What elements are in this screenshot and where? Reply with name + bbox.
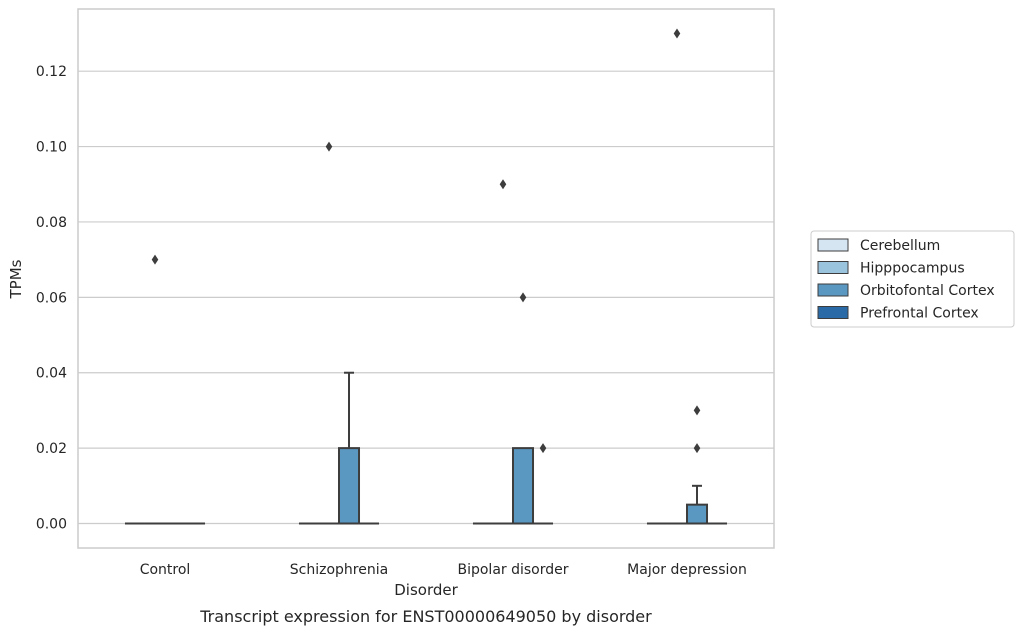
y-tick-label: 0.10: [36, 140, 67, 156]
box-prefrontal-cortex: [533, 443, 554, 525]
outlier-point: [519, 292, 527, 303]
plot-border: [77, 8, 775, 549]
legend-swatch: [817, 238, 849, 252]
legend-label: Cerebellum: [860, 238, 940, 254]
legend-swatch: [817, 261, 849, 274]
outlier-point: [151, 254, 159, 265]
y-tick-label: 0.06: [36, 290, 67, 306]
box-hipppocampus: [666, 28, 687, 525]
plot-area: [77, 8, 775, 549]
y-tick-label: 0.04: [36, 366, 67, 382]
box-body: [686, 503, 709, 525]
legend-frame: [810, 230, 1015, 328]
legend-swatch: [817, 283, 849, 297]
y-tick-label: 0.00: [36, 517, 67, 533]
outlier-point: [539, 443, 547, 454]
box-hipppocampus: [144, 254, 165, 525]
legend-label: Hipppocampus: [860, 261, 965, 277]
box-orbitofontal-cortex: [338, 371, 361, 525]
x-tick-label: Control: [140, 562, 191, 578]
box-hipppocampus: [318, 141, 339, 525]
outlier-point: [325, 141, 333, 152]
outlier-point: [673, 28, 681, 39]
x-tick-label: Schizophrenia: [290, 562, 388, 578]
x-axis-title: Disorder: [394, 581, 458, 599]
legend: Cerebellum Hipppocampus Orbitofontal Corte…: [810, 230, 1015, 328]
legend-label: Orbitofontal Cortex: [860, 283, 995, 299]
x-axis: Control Schizophrenia Bipolar disorder Majo…: [140, 562, 747, 578]
y-axis: 0.00 0.02 0.04 0.06 0.08 0.10 0.12: [36, 64, 67, 532]
outlier-point: [693, 405, 701, 416]
plot-background: [78, 9, 774, 548]
box-orbitofontal-cortex: [512, 292, 535, 525]
box-hipppocampus: [492, 179, 513, 525]
legend-label: Prefrontal Cortex: [860, 306, 979, 322]
legend-swatch: [817, 306, 849, 319]
outlier-point: [693, 443, 701, 454]
y-tick-label: 0.08: [36, 215, 67, 231]
x-tick-label: Bipolar disorder: [457, 562, 568, 578]
box-body: [512, 447, 535, 525]
chart-caption: Transcript expression for ENST0000064905…: [199, 607, 652, 626]
y-tick-label: 0.12: [36, 64, 67, 80]
y-tick-label: 0.02: [36, 441, 67, 457]
x-tick-label: Major depression: [627, 562, 747, 578]
outlier-point: [499, 179, 507, 190]
box-orbitofontal-cortex: [686, 405, 709, 525]
y-axis-title: TPMs: [7, 259, 25, 299]
box-body: [338, 447, 361, 525]
